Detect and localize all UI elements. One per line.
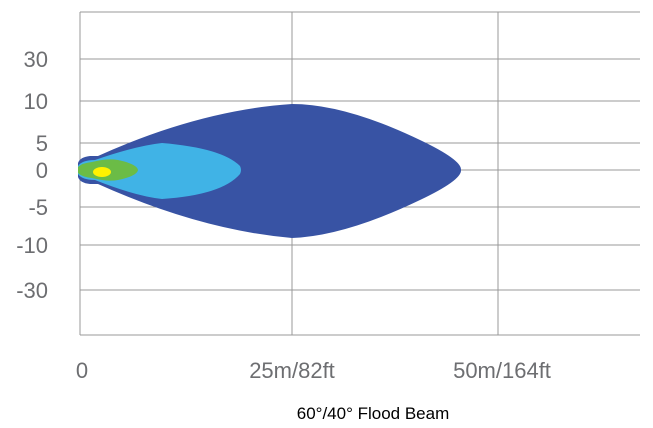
- beam-hotspot: [93, 167, 111, 177]
- y-axis: 30 10 5 0 -5 -10 -30: [16, 47, 48, 303]
- chart-title: 60°/40° Flood Beam: [297, 404, 450, 423]
- y-tick-label: 10: [24, 89, 48, 114]
- beam-outer: [78, 104, 462, 238]
- x-tick-label: 50m/164ft: [453, 358, 551, 383]
- y-tick-label: 30: [24, 47, 48, 72]
- beam-shapes: [78, 104, 462, 238]
- x-axis: 0 25m/82ft 50m/164ft: [76, 358, 551, 383]
- y-tick-label: 5: [36, 131, 48, 156]
- beam-mid: [78, 143, 241, 199]
- y-tick-label: 0: [36, 158, 48, 183]
- y-tick-label: -5: [28, 195, 48, 220]
- y-tick-label: -10: [16, 233, 48, 258]
- x-tick-label: 0: [76, 358, 88, 383]
- y-tick-label: -30: [16, 278, 48, 303]
- x-tick-label: 25m/82ft: [249, 358, 335, 383]
